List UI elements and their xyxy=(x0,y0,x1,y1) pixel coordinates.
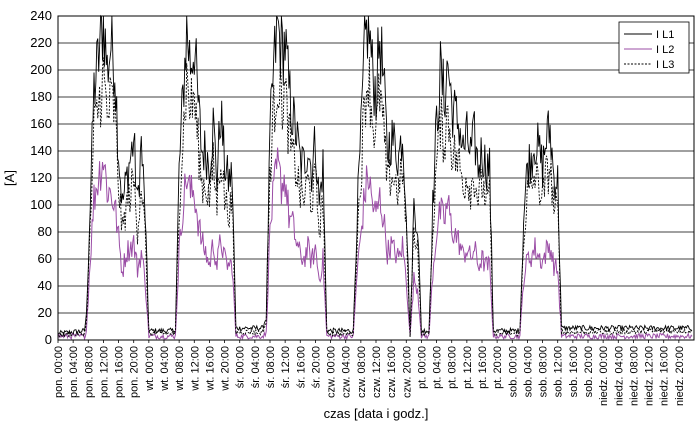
x-tick-label: wt. 16:00 xyxy=(204,346,216,392)
x-tick-label: śr. 04:00 xyxy=(250,346,262,388)
x-tick-label: sob. 20:00 xyxy=(583,346,595,397)
x-tick-label: niedz. 16:00 xyxy=(659,346,671,406)
x-tick-label: wt. 08:00 xyxy=(174,346,186,392)
x-tick-label: czw. 04:00 xyxy=(341,346,353,398)
x-tick-label: wt. 00:00 xyxy=(144,346,156,392)
x-tick-label: pon. 20:00 xyxy=(129,346,141,398)
y-tick-label: 0 xyxy=(45,332,52,347)
x-tick-label: pon. 00:00 xyxy=(53,346,65,398)
y-tick-label: 40 xyxy=(38,278,52,293)
x-tick-label: wt. 04:00 xyxy=(159,346,171,392)
y-tick-label: 120 xyxy=(30,170,52,185)
x-tick-label: sob. 12:00 xyxy=(553,346,565,397)
y-axis-ticks: 0 20 40 60 80 100 120 140 160 180 200 220 240 xyxy=(30,8,52,347)
x-tick-label: śr. 20:00 xyxy=(310,346,322,388)
y-tick-label: 160 xyxy=(30,116,52,131)
y-tick-label: 140 xyxy=(30,143,52,158)
y-tick-label: 80 xyxy=(38,224,52,239)
y-tick-label: 100 xyxy=(30,197,52,212)
x-tick-label: sob. 04:00 xyxy=(522,346,534,397)
x-tick-label: śr. 16:00 xyxy=(295,346,307,388)
x-tick-label: śr. 00:00 xyxy=(235,346,247,388)
series-line-i-l3 xyxy=(57,57,693,338)
x-tick-label: pt. 00:00 xyxy=(416,346,428,389)
x-tick-label: czw. 16:00 xyxy=(386,346,398,398)
legend-box xyxy=(618,21,690,74)
x-tick-label: sob. 00:00 xyxy=(507,346,519,397)
x-tick-label: niedz. 00:00 xyxy=(598,346,610,406)
x-tick-label: sob. 16:00 xyxy=(568,346,580,397)
x-tick-label: pon. 08:00 xyxy=(83,346,95,398)
y-tick-label: 240 xyxy=(30,8,52,23)
y-tick-label: 20 xyxy=(38,305,52,320)
x-tick-label: czw. 20:00 xyxy=(401,346,413,398)
legend-label: I L1 xyxy=(656,29,674,41)
series-line-i-l1 xyxy=(57,14,693,337)
x-tick-label: czw. 00:00 xyxy=(326,346,338,398)
legend-label: I L3 xyxy=(656,59,674,71)
x-tick-label: sob. 08:00 xyxy=(538,346,550,397)
x-axis-ticks: pon. 00:00 pon. 04:00 pon. 08:00 pon. 12:00… xyxy=(53,340,686,406)
x-axis-label: czas [data i godz.] xyxy=(324,406,429,421)
series-line-i-l2 xyxy=(57,147,693,341)
x-tick-label: pt. 16:00 xyxy=(477,346,489,389)
y-axis-label: [A] xyxy=(2,170,17,186)
y-tick-label: 180 xyxy=(30,89,52,104)
x-tick-label: czw. 08:00 xyxy=(356,346,368,398)
legend-label: I L2 xyxy=(656,44,674,56)
y-tick-label: 60 xyxy=(38,251,52,266)
x-tick-label: śr. 08:00 xyxy=(265,346,277,388)
grid-lines xyxy=(58,15,694,341)
y-tick-label: 220 xyxy=(30,35,52,50)
x-tick-label: niedz. 08:00 xyxy=(628,346,640,406)
legend: I L1 I L2 I L3 xyxy=(618,21,690,74)
x-tick-label: pon. 04:00 xyxy=(68,346,80,398)
x-tick-label: niedz. 04:00 xyxy=(613,346,625,406)
x-tick-label: wt. 20:00 xyxy=(220,346,232,392)
x-tick-label: pt. 04:00 xyxy=(432,346,444,389)
series-group xyxy=(57,14,693,341)
x-tick-label: niedz. 12:00 xyxy=(644,346,656,406)
y-tick-label: 200 xyxy=(30,62,52,77)
x-tick-label: pon. 16:00 xyxy=(114,346,126,398)
x-tick-label: wt. 12:00 xyxy=(189,346,201,392)
x-tick-label: śr. 12:00 xyxy=(280,346,292,388)
x-tick-label: pt. 08:00 xyxy=(447,346,459,389)
x-tick-label: pon. 12:00 xyxy=(98,346,110,398)
x-tick-label: niedz. 20:00 xyxy=(674,346,686,406)
x-tick-label: czw. 12:00 xyxy=(371,346,383,398)
x-tick-label: pt. 20:00 xyxy=(492,346,504,389)
x-tick-label: pt. 12:00 xyxy=(462,346,474,389)
